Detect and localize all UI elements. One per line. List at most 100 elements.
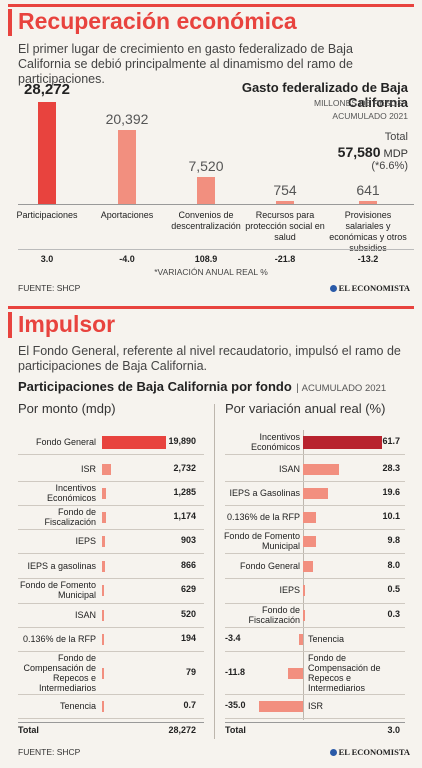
section1-accent-bar [8,9,12,36]
monto-value-label: 194 [180,633,196,643]
row-separator [225,651,405,652]
monto-category-label: Fondo de Compensación de Repecos e Inter… [23,653,96,693]
variacion-category-label: Fondo de Fiscalización [248,605,300,625]
gasto-bar [359,201,377,204]
gasto-bar [38,102,56,204]
variacion-bar [298,633,303,645]
gasto-change-label: 108.9 [194,254,218,264]
left-total-value: 28,272 [168,725,196,735]
row-separator [225,481,405,482]
fondo-chart-unit: ACUMULADO 2021 [301,383,387,394]
gasto-value-label: 754 [273,182,297,198]
monto-value-label: 1,285 [173,487,196,497]
monto-value-label: 520 [180,609,196,619]
monto-category-label: IEPS [75,536,96,546]
gasto-category-label: Participaciones [16,210,78,220]
row-separator [225,603,405,604]
variacion-value-label: 0.3 [387,609,400,619]
row-separator [18,694,204,695]
monto-bar [102,667,104,679]
row-separator [18,454,204,455]
section2-top-rule [8,306,414,309]
section2-title: Impulsor [18,311,116,337]
monto-bar [102,633,104,645]
monto-value-label: 903 [180,535,196,545]
variacion-bar [303,435,382,449]
gasto-change-rule [18,249,414,250]
row-separator [18,718,204,719]
right-total-value: 3.0 [387,725,400,735]
variacion-value-label: 19.6 [382,487,400,497]
gasto-category-label: Provisiones salariales y económicas y ot… [329,210,407,253]
variacion-bar [303,535,316,547]
row-separator [225,454,405,455]
variacion-category-label: ISAN [278,464,300,474]
variacion-bar [259,700,303,712]
variacion-value-label: 10.1 [382,511,400,521]
gasto-category-label: Aportaciones [100,210,154,220]
variacion-bar [303,584,305,596]
section2-brand: EL ECONOMISTA [329,747,410,757]
variacion-category-label: Fondo de Fomento Municipal [223,531,300,551]
row-separator [18,722,204,723]
gasto-baseline [18,204,414,205]
section1-source: FUENTE: SHCP [18,283,81,293]
gasto-category-label: Recursos para protección social en salud [245,210,325,242]
gasto-chart: 28,272 Participaciones 3.0 20,392 Aportacion… [0,0,422,290]
variacion-category-label: ISR [308,701,324,711]
variacion-bar [303,609,305,621]
gasto-bar [118,130,136,204]
monto-bar [102,435,166,449]
monto-category-label: Tenencia [59,701,96,711]
gasto-value-label: 28,272 [24,81,70,98]
row-separator [225,505,405,506]
variacion-category-label: 0.136% de la RFP [226,512,300,522]
row-separator [18,505,204,506]
gasto-total-label: Total [384,131,408,143]
gasto-change-label: -4.0 [119,254,135,264]
variacion-category-label: IEPS a Gasolinas [229,488,300,498]
monto-bar [102,535,105,547]
monto-value-label: 866 [180,560,196,570]
row-separator [225,627,405,628]
gasto-bar [276,201,294,204]
row-separator [18,481,204,482]
monto-bar [102,609,104,621]
gasto-total-change: (*6.6%) [371,160,408,172]
section1-brand: EL ECONOMISTA [329,283,410,293]
row-separator [18,651,204,652]
row-separator [18,603,204,604]
gasto-bar [197,176,215,204]
gasto-category-label: Convenios de descentralización [171,210,241,231]
variacion-bar [303,463,340,475]
row-separator [225,718,405,719]
variacion-category-label: Incentivos Económicos [250,432,300,452]
variacion-category-label: Tenencia [308,634,345,644]
variacion-value-label: -35.0 [225,700,246,710]
gasto-value-label: 7,520 [188,157,224,174]
section2-intro: El Fondo General, referente al nivel rec… [18,344,401,373]
gasto-chart-unit: MILLONES DE PESOS - ACUMULADO 2021 [314,98,408,121]
left-heading: Por monto (mdp) [18,401,116,416]
gasto-value-label: 641 [356,182,380,198]
gasto-total-unit: MDP [383,148,408,160]
variacion-zero-line [303,430,304,720]
left-total-label: Total [18,725,39,735]
row-separator [225,529,405,530]
monto-category-label: ISAN [74,610,96,620]
monto-category-label: IEPS a gasolinas [27,561,96,571]
gasto-change-label: -13.2 [357,254,379,264]
variacion-category-label: Fondo General [239,561,300,571]
gasto-value-label: 20,392 [105,111,149,128]
row-separator [225,553,405,554]
column-divider [214,404,215,739]
monto-bar [102,584,105,596]
variacion-bar [303,560,314,572]
monto-value-label: 629 [180,584,196,594]
row-separator [225,722,405,723]
gasto-footnote: *VARIACIÓN ANUAL REAL % [154,267,268,277]
right-heading: Por variación anual real (%) [225,401,386,416]
monto-category-label: Fondo General [35,437,96,447]
row-separator [225,578,405,579]
